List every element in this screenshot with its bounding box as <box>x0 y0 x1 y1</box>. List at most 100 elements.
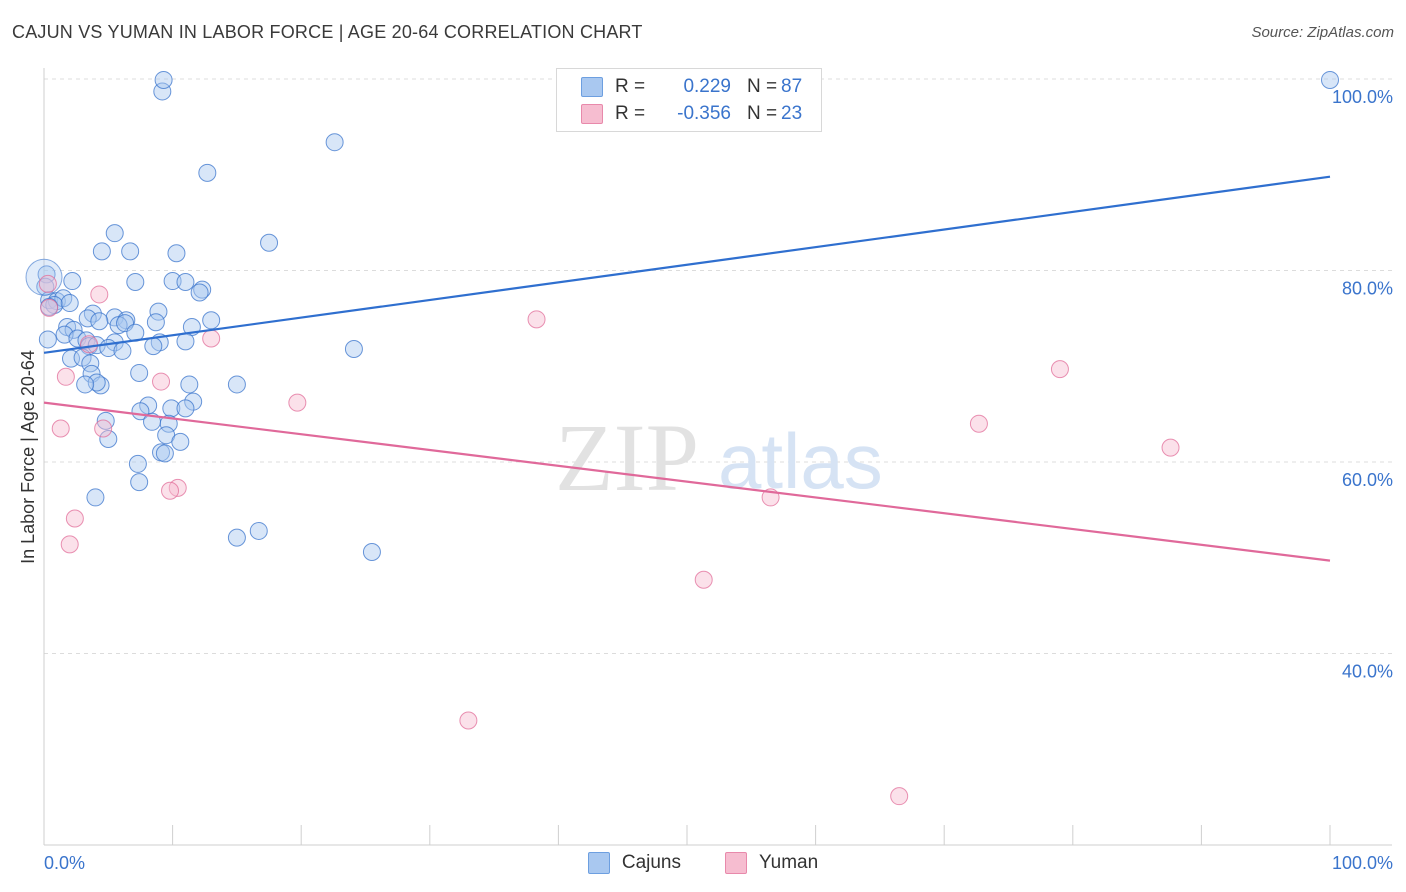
data-point-cajuns <box>126 272 145 291</box>
data-point-cajuns <box>227 528 246 547</box>
legend-item-yuman[interactable]: Yuman <box>725 852 818 874</box>
data-point-yuman <box>38 274 57 293</box>
legend-row-yuman: R = -0.356 N = 23 <box>581 101 802 127</box>
data-point-cajuns <box>184 392 203 411</box>
y-tick-label: 60.0% <box>1342 470 1393 490</box>
series-cajuns-points <box>25 70 1339 562</box>
data-point-cajuns <box>130 363 149 382</box>
data-point-cajuns <box>99 430 118 449</box>
chart-title: CAJUN VS YUMAN IN LABOR FORCE | AGE 20-6… <box>12 22 643 42</box>
data-point-cajuns <box>64 320 83 339</box>
data-point-cajuns <box>162 399 181 418</box>
trend-line-yuman <box>43 401 1331 562</box>
data-point-yuman <box>459 711 478 730</box>
data-point-yuman <box>80 335 99 354</box>
data-point-cajuns <box>83 304 102 323</box>
data-point-cajuns <box>163 272 182 291</box>
legend-r-value: 0.229 <box>683 76 731 97</box>
data-point-yuman <box>1050 360 1069 379</box>
data-point-cajuns <box>176 272 195 291</box>
watermark-atlas: atlas <box>718 417 883 505</box>
legend-label-cajuns: Cajuns <box>621 852 681 873</box>
data-point-cajuns <box>149 302 168 321</box>
data-point-cajuns <box>176 332 195 351</box>
data-point-yuman <box>1161 438 1180 457</box>
data-point-cajuns <box>153 82 172 101</box>
data-point-yuman <box>694 570 713 589</box>
data-point-cajuns <box>40 291 59 310</box>
data-point-cajuns <box>76 375 95 394</box>
data-point-cajuns <box>362 543 381 562</box>
data-point-yuman <box>161 481 180 500</box>
data-point-yuman <box>40 298 59 317</box>
data-point-cajuns <box>167 244 186 263</box>
data-point-cajuns <box>130 473 149 492</box>
legend-r-label: R = <box>615 103 646 124</box>
data-point-yuman <box>202 329 221 348</box>
data-point-cajuns <box>325 133 344 152</box>
data-point-cajuns <box>105 224 124 243</box>
legend-swatch-yuman <box>725 852 747 874</box>
data-point-yuman <box>94 419 113 438</box>
trend-line-cajuns <box>43 175 1331 354</box>
data-point-cajuns <box>109 316 128 335</box>
y-axis-label: In Labor Force | Age 20-64 <box>18 350 38 564</box>
correlation-legend: R = 0.229 N = 87 R = -0.356 N = 23 <box>556 68 822 132</box>
data-point-cajuns <box>86 488 105 507</box>
series-yuman-points <box>38 274 1180 806</box>
legend-swatch-cajuns <box>581 77 603 97</box>
data-point-cajuns <box>202 311 221 330</box>
data-point-yuman <box>51 419 70 438</box>
axes <box>43 68 1392 846</box>
legend-swatch-yuman <box>581 104 603 124</box>
data-point-cajuns <box>78 309 97 328</box>
data-point-yuman <box>65 509 84 528</box>
data-point-cajuns <box>87 373 106 392</box>
data-point-cajuns <box>1321 70 1339 89</box>
x-tick-label-max: 100.0% <box>1332 853 1393 873</box>
data-point-yuman <box>527 310 546 329</box>
data-point-cajuns <box>227 375 246 394</box>
legend-n-value: 87 <box>781 76 803 97</box>
data-point-cajuns <box>176 399 195 418</box>
x-tick-label-min: 0.0% <box>44 853 85 873</box>
data-point-cajuns <box>92 242 111 261</box>
data-point-yuman <box>90 285 109 304</box>
source-label: Source: ZipAtlas.com <box>1251 24 1394 41</box>
data-point-yuman <box>969 414 988 433</box>
grid-lines <box>44 78 1392 654</box>
data-point-yuman <box>56 367 75 386</box>
data-point-cajuns <box>63 272 82 291</box>
data-point-cajuns <box>90 312 109 331</box>
data-point-cajuns <box>190 283 209 302</box>
data-point-cajuns <box>144 337 163 356</box>
data-point-yuman <box>890 787 909 806</box>
trend-lines <box>43 175 1331 562</box>
legend-r-value: -0.356 <box>677 103 731 124</box>
legend-n-label: N = <box>747 76 778 97</box>
legend-n-value: 23 <box>781 103 803 124</box>
y-tick-label: 40.0% <box>1342 662 1393 682</box>
data-point-cajuns <box>344 340 363 359</box>
data-point-yuman <box>60 535 79 554</box>
legend-label-yuman: Yuman <box>759 852 819 873</box>
y-tick-label: 80.0% <box>1342 279 1393 299</box>
series-legend: Cajuns Yuman <box>0 852 1406 874</box>
legend-row-cajuns: R = 0.229 N = 87 <box>581 74 802 100</box>
data-point-yuman <box>152 372 171 391</box>
data-point-cajuns <box>113 341 132 360</box>
data-point-cajuns <box>128 454 147 473</box>
data-point-cajuns <box>155 444 174 463</box>
legend-r-label: R = <box>615 76 646 97</box>
legend-swatch-cajuns <box>587 852 610 874</box>
data-point-cajuns <box>121 242 140 261</box>
legend-item-cajuns[interactable]: Cajuns <box>587 852 681 874</box>
data-point-yuman <box>288 393 307 412</box>
data-point-cajuns <box>193 280 212 299</box>
data-point-cajuns <box>171 432 190 451</box>
data-point-cajuns <box>146 313 165 332</box>
data-point-cajuns <box>249 521 268 540</box>
data-point-cajuns <box>260 233 279 252</box>
data-point-cajuns <box>38 330 57 349</box>
